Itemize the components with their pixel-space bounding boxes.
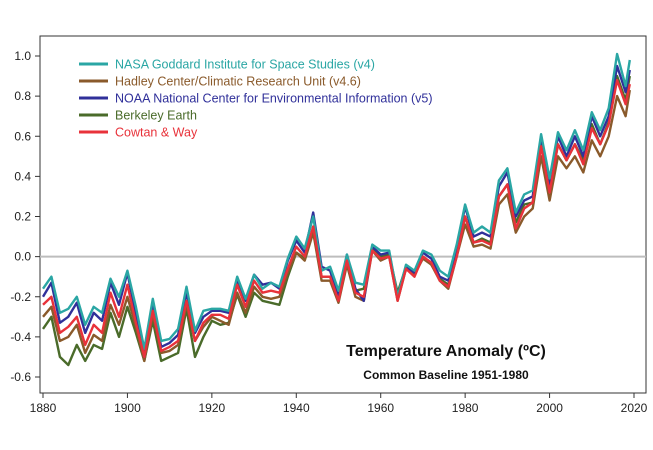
x-tick-label: 1980 (452, 401, 479, 415)
annotation-title: Temperature Anomaly (ºC) (346, 343, 546, 360)
series-layer (41, 52, 631, 367)
y-tick-label: 0.6 (14, 129, 31, 143)
y-tick-label: 0.0 (14, 250, 31, 264)
y-tick-label: -0.6 (10, 370, 31, 384)
legend-label-1: Hadley Center/Climatic Research Unit (v4… (115, 75, 361, 89)
plot-frame (39, 35, 647, 394)
y-tick-label: 0.4 (14, 169, 31, 183)
legend-label-4: Cowtan & Way (115, 126, 198, 140)
axis-layer: 1.0 0.8 0.6 0.4 0.2 0.0 -0.2 -0.4 -0.6 1880 1900 19… (10, 49, 647, 415)
y-tick-label: 0.8 (14, 89, 31, 103)
series-line-4 (42, 78, 631, 359)
x-tick-label: 2000 (536, 401, 563, 415)
y-tick-label: -0.4 (10, 330, 31, 344)
x-tick-label: 1880 (30, 401, 57, 415)
x-tick-label: 1960 (367, 401, 394, 415)
y-tick-label: -0.2 (10, 290, 31, 304)
x-tick-label: 1900 (114, 401, 141, 415)
legend: NASA Goddard Institute for Space Studies… (79, 58, 433, 140)
legend-label-0: NASA Goddard Institute for Space Studies… (115, 58, 375, 72)
series-line-0 (42, 52, 631, 351)
y-tick-label: 1.0 (14, 49, 31, 63)
x-tick-label: 2020 (621, 401, 648, 415)
annotation-subtitle: Common Baseline 1951-1980 (363, 368, 529, 382)
legend-label-3: Berkeley Earth (115, 109, 197, 123)
x-tick-label: 1940 (283, 401, 310, 415)
x-tick-label: 1920 (199, 401, 226, 415)
y-tick-label: 0.2 (14, 210, 31, 224)
legend-label-2: NOAA National Center for Environmental I… (115, 92, 433, 106)
